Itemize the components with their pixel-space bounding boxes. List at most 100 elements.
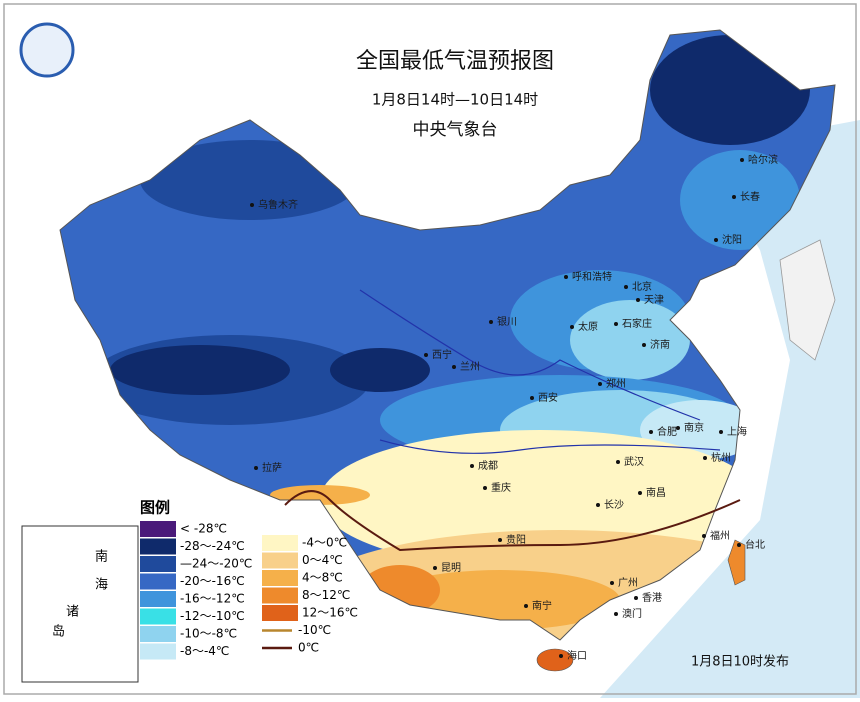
legend-swatch [140, 573, 176, 590]
inset-label: 诸 [66, 605, 79, 620]
city-label: 郑州 [606, 377, 626, 390]
legend-label: 4～8℃ [302, 571, 343, 585]
inset-label: 海 [95, 578, 108, 593]
city-label: 拉萨 [262, 461, 282, 474]
city-label: 西安 [538, 391, 558, 404]
city-dot [570, 325, 574, 329]
city-label: 长沙 [604, 499, 624, 511]
inset-box [21, 525, 139, 683]
legend-swatch [140, 626, 176, 642]
city-label: 广州 [618, 577, 638, 589]
city-label: 香港 [642, 592, 662, 604]
city-dot [634, 596, 638, 600]
city-label: 武汉 [624, 455, 644, 468]
city-label: 南昌 [646, 486, 666, 499]
city-label: 沈阳 [722, 233, 742, 246]
city-dot [614, 322, 618, 326]
legend-label: 0～4℃ [302, 553, 343, 567]
legend-swatch [262, 535, 298, 551]
city-labels: 乌鲁木齐拉萨西宁兰州银川呼和浩特北京天津石家庄太原济南郑州西安成都重庆贵阳昆明南… [250, 153, 778, 662]
city-label: 澳门 [622, 607, 642, 620]
city-label: 太原 [578, 320, 598, 333]
zero-isotherm [284, 490, 741, 552]
city-label: 兰州 [460, 360, 480, 373]
city-dot [559, 654, 563, 658]
logo [19, 22, 75, 78]
release-time: 1月8日10时发布 [691, 654, 789, 670]
city-label: 北京 [632, 280, 652, 293]
city-label: 呼和浩特 [572, 271, 612, 283]
city-label: 乌鲁木齐 [258, 198, 298, 211]
korea-land [779, 239, 836, 361]
city-dot [452, 365, 456, 369]
city-label: 南宁 [532, 599, 552, 612]
city-label: 台北 [745, 538, 765, 551]
legend-label: -8～-4℃ [180, 644, 229, 658]
city-label: 杭州 [711, 451, 731, 464]
city-dot [616, 460, 620, 464]
city-label: 济南 [650, 338, 670, 351]
city-label: 上海 [727, 425, 747, 438]
city-dot [470, 464, 474, 468]
legend-swatch [262, 587, 298, 604]
city-label: 福州 [710, 529, 730, 542]
city-dot [489, 320, 493, 324]
city-dot [636, 298, 640, 302]
inset-label: 岛 [52, 624, 65, 640]
legend: 图例 < -28℃ -28～-24℃ —24～-20℃ -20～-16℃ -16～-12… [140, 499, 358, 660]
legend-label: -4～0℃ [302, 536, 347, 550]
legend-label: 12～16℃ [302, 606, 358, 620]
city-label: 长春 [740, 191, 760, 203]
city-dot [676, 426, 680, 430]
city-dot [624, 285, 628, 289]
city-dot [740, 158, 744, 162]
legend-label: < -28℃ [180, 522, 227, 536]
city-dot [737, 543, 741, 547]
city-dot [483, 486, 487, 490]
legend-label: -10～-8℃ [180, 627, 237, 641]
issuer: 中央气象台 [413, 120, 498, 140]
city-dot [638, 491, 642, 495]
legend-label: -12～-10℃ [180, 609, 245, 623]
legend-swatch [140, 591, 176, 607]
legend-label: 8～12℃ [302, 588, 350, 602]
city-dot [719, 430, 723, 434]
hainan [536, 648, 574, 672]
city-dot [530, 396, 534, 400]
city-label: 成都 [478, 460, 498, 472]
inset: 南 海 诸 岛 [21, 525, 139, 683]
city-dot [642, 343, 646, 347]
legend-label: -20～-16℃ [180, 574, 245, 588]
legend-swatch [140, 538, 176, 555]
city-dot [649, 430, 653, 434]
city-label: 银川 [497, 315, 517, 328]
city-dot [598, 382, 602, 386]
city-label: 贵阳 [506, 533, 526, 546]
city-dot [254, 466, 258, 470]
map-subtitle: 1月8日14时—10日14时 [372, 91, 538, 109]
legend-swatch [262, 570, 298, 586]
country-border [59, 29, 836, 641]
city-label: 南京 [684, 421, 704, 434]
city-label: 天津 [644, 294, 664, 306]
map-title: 全国最低气温预报图 [356, 49, 554, 74]
city-dot [498, 538, 502, 542]
city-label: 重庆 [491, 481, 511, 494]
city-dot [610, 581, 614, 585]
legend-label: -10℃ [298, 623, 331, 637]
legend-swatch [140, 556, 176, 572]
city-dot [596, 503, 600, 507]
frame [3, 3, 857, 695]
legend-swatch [140, 643, 176, 660]
city-dot [714, 238, 718, 242]
city-dot [703, 456, 707, 460]
legend-label: -28～-24℃ [180, 539, 245, 553]
legend-label: -16～-12℃ [180, 592, 245, 606]
city-label: 海口 [567, 649, 587, 662]
legend-swatch [140, 521, 176, 537]
rivers [359, 289, 721, 454]
city-dot [424, 353, 428, 357]
city-label: 合肥 [657, 425, 677, 438]
city-dot [614, 612, 618, 616]
